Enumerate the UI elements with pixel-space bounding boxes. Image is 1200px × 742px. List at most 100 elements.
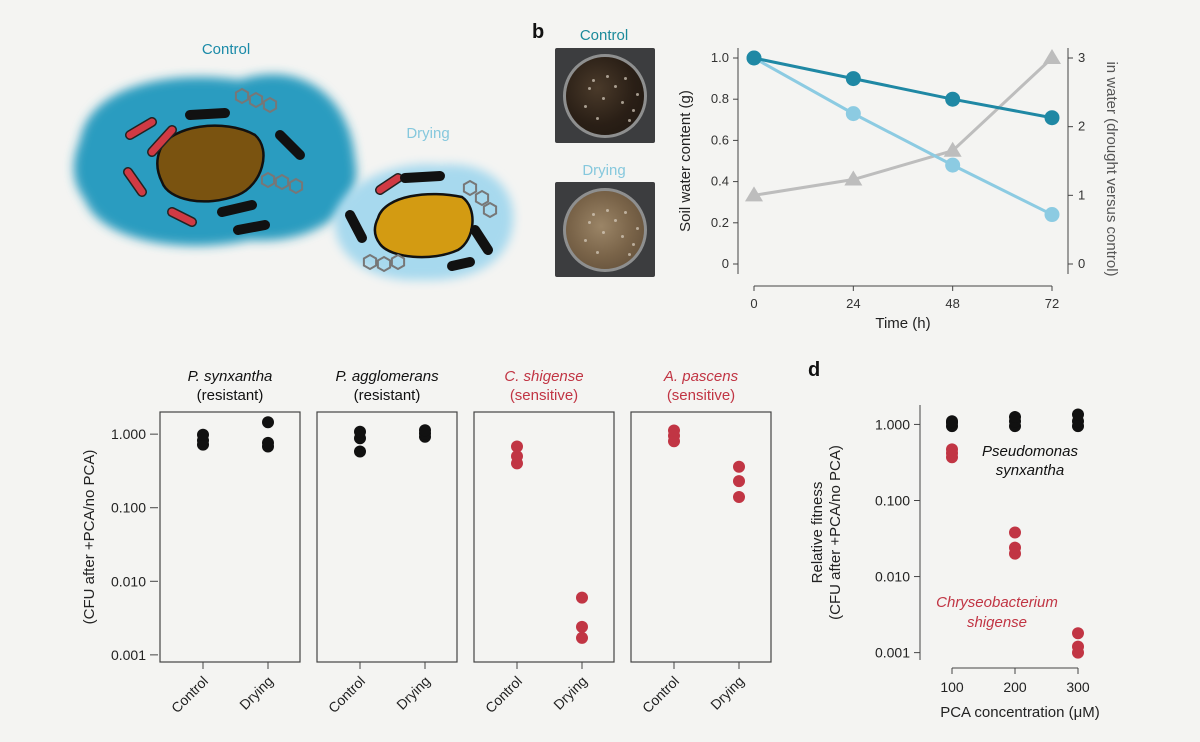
pca-molecule — [462, 179, 478, 197]
panel-2-drying-point — [576, 631, 588, 644]
y-tick-label: 0.010 — [875, 569, 910, 585]
sensitive-cell — [124, 168, 146, 196]
y-tick-label: 0.4 — [711, 174, 729, 189]
y-tick-label: 0.001 — [111, 647, 146, 663]
control-soil-particle — [156, 124, 265, 203]
soil-speck — [614, 219, 617, 222]
y-tick-label: 0.100 — [875, 492, 910, 508]
panel-0-subtitle: (resistant) — [197, 387, 264, 404]
soil-speck — [606, 75, 609, 78]
panel-3-control-point — [668, 424, 680, 437]
panel-0-drying-point — [262, 416, 274, 429]
series-2-point — [745, 186, 763, 202]
x-tick-label: 100 — [940, 679, 964, 695]
pca-molecule — [362, 253, 378, 271]
panel-letter-d: d — [808, 359, 820, 381]
panel-3-subtitle: (sensitive) — [667, 387, 735, 404]
panel-letter-b: b — [532, 21, 544, 43]
y2-tick-label: 3 — [1078, 50, 1085, 65]
panel-2-drying-point — [576, 591, 588, 604]
soil-speck — [584, 105, 587, 108]
y2-tick-label: 0 — [1078, 256, 1085, 271]
series-1-point — [1072, 640, 1084, 653]
pca-molecule — [390, 253, 406, 271]
soil-speck — [636, 93, 639, 96]
soil-speck — [592, 79, 595, 82]
panel-0-title: P. synxantha — [188, 368, 273, 385]
soil-speck — [621, 235, 624, 238]
series-1-point — [1009, 541, 1021, 554]
pca-molecule — [474, 189, 490, 207]
soil-speck — [596, 251, 599, 254]
pca-molecule — [376, 255, 392, 273]
series-1-point — [1072, 627, 1084, 640]
y-axis-title-line1: Relative fitness — [809, 482, 826, 584]
pca-molecule — [288, 177, 304, 195]
photo-drying-label: Drying — [582, 162, 625, 179]
soil-speck — [588, 221, 591, 224]
series-1-line — [753, 56, 1053, 216]
soil-speck — [624, 211, 627, 214]
panel-1-title: P. agglomerans — [335, 368, 439, 385]
series-0-point — [1009, 411, 1021, 424]
series-2-point — [844, 170, 863, 186]
y-axis-title: Soil water content (g) — [677, 90, 694, 232]
pca-molecule — [248, 91, 264, 109]
panel-1-drying-point — [419, 424, 431, 437]
y-tick-label: 1.000 — [111, 426, 146, 442]
y-tick-label: 1.0 — [711, 50, 729, 65]
y-tick-label: 0.8 — [711, 91, 729, 106]
photo-control-dish — [555, 48, 655, 143]
box-2 — [473, 411, 615, 663]
series-0-point — [945, 91, 961, 107]
soil-speck — [624, 77, 627, 80]
soil-speck — [614, 85, 617, 88]
series-2-line — [753, 56, 1054, 197]
pca-molecule — [262, 96, 278, 114]
panel-3-drying-point — [733, 475, 745, 488]
x-tick-label: 0 — [750, 296, 757, 311]
y-tick-label: 0.2 — [711, 215, 729, 230]
y-tick-label: 0.6 — [711, 132, 729, 147]
soil-speck — [584, 239, 587, 242]
series-0-point — [1072, 408, 1084, 421]
y-tick-label: 0 — [722, 256, 729, 271]
series-1-point — [1044, 207, 1060, 223]
soil-speck — [588, 87, 591, 90]
resistant-cell — [447, 257, 475, 271]
soil-speck — [621, 101, 624, 104]
series-1-label-line1: Chryseobacterium — [936, 594, 1058, 611]
resistant-cell — [217, 200, 257, 217]
x-tick-label: 24 — [846, 296, 860, 311]
x-tick-label: 48 — [945, 296, 959, 311]
y-axis-title-line2: (CFU after +PCA/no PCA) — [827, 445, 844, 620]
soil-speck — [602, 231, 605, 234]
x-tick-label: 300 — [1066, 679, 1090, 695]
panel-1-subtitle: (resistant) — [354, 387, 421, 404]
y2-tick-label: 2 — [1078, 119, 1085, 134]
y2-axis-title: in water (drought versus control) — [1103, 61, 1120, 276]
photo-control-label: Control — [580, 27, 628, 44]
panel-3-drying-point — [733, 490, 745, 503]
resistant-cell — [345, 210, 367, 243]
label-control: Control — [202, 41, 250, 58]
panel-2-title: C. shigense — [504, 368, 583, 385]
soil-speck — [628, 253, 631, 256]
sensitive-cell — [168, 208, 196, 226]
series-0-point — [845, 71, 861, 87]
box-3 — [630, 411, 772, 663]
series-1-point — [946, 443, 958, 456]
resistant-cell — [275, 130, 305, 160]
panel-3-title: A. pascens — [663, 368, 739, 385]
series-0-label-line1: Pseudomonas — [982, 443, 1078, 460]
box-0 — [159, 411, 301, 663]
pca-molecule — [274, 173, 290, 191]
pca-molecule — [234, 87, 250, 105]
series-1-label-line2: shigense — [967, 614, 1027, 631]
series-2-point — [943, 141, 962, 157]
soil-speck — [632, 243, 635, 246]
panel-0-control-point — [197, 428, 209, 441]
resistant-cell — [400, 171, 445, 183]
